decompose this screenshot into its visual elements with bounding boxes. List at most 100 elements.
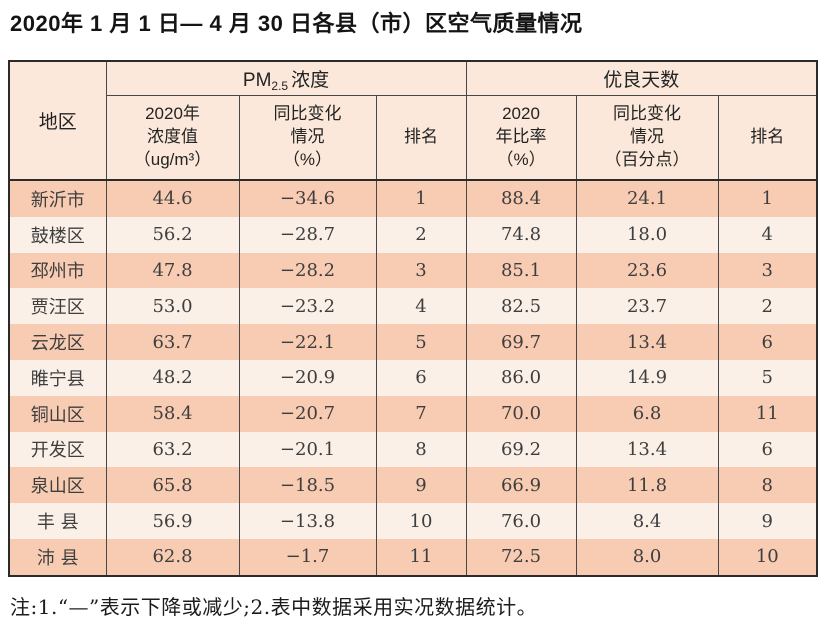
table-row: 云龙区 63.7 −22.1 5 69.7 13.4 6 <box>8 324 818 360</box>
column-header-pm-concentration: 2020年 浓度值 （ug/m³） <box>105 95 240 181</box>
cell-pm-value: 62.8 <box>105 538 240 576</box>
cell-pm-rank: 9 <box>375 467 467 504</box>
cell-pm-rank: 6 <box>375 359 467 396</box>
cell-pm-rank: 11 <box>375 538 467 576</box>
cell-pm-change: −13.8 <box>238 503 377 539</box>
table-row: 睢宁县 48.2 −20.9 6 86.0 14.9 5 <box>8 359 818 396</box>
cell-pm-change: −34.6 <box>238 180 377 217</box>
cell-pm-change: −18.5 <box>238 467 377 504</box>
pm-label: PM <box>242 69 272 91</box>
cell-good-days-ratio: 69.2 <box>465 431 577 468</box>
cell-pm-rank: 5 <box>375 324 467 360</box>
cell-region: 贾汪区 <box>8 288 107 325</box>
column-header-good-days-ratio: 2020 年比率 （%） <box>465 95 577 181</box>
cell-pm-change: −22.1 <box>238 324 377 360</box>
cell-pm-change: −23.2 <box>238 288 377 325</box>
cell-good-days-rank: 10 <box>717 538 818 576</box>
cell-good-days-ratio: 86.0 <box>465 359 577 396</box>
cell-region: 泉山区 <box>8 467 107 504</box>
table-row: 邳州市 47.8 −28.2 3 85.1 23.6 3 <box>8 252 818 289</box>
cell-ratio-change: 8.0 <box>575 538 719 576</box>
cell-pm-rank: 7 <box>375 395 467 432</box>
cell-ratio-change: 13.4 <box>575 324 719 360</box>
pm-subscript: 2.5 <box>271 78 289 93</box>
cell-pm-change: −1.7 <box>238 538 377 576</box>
cell-ratio-change: 13.4 <box>575 431 719 468</box>
column-header-region: 地区 <box>8 61 107 181</box>
column-header-pm-rank: 排名 <box>375 95 467 181</box>
cell-pm-value: 44.6 <box>105 180 240 217</box>
cell-good-days-rank: 8 <box>717 467 818 504</box>
cell-pm-value: 48.2 <box>105 359 240 396</box>
cell-good-days-ratio: 88.4 <box>465 180 577 217</box>
cell-good-days-ratio: 74.8 <box>465 216 577 253</box>
cell-region: 睢宁县 <box>8 359 107 396</box>
cell-region: 鼓楼区 <box>8 216 107 253</box>
page-title: 2020年 1 月 1 日— 4 月 30 日各县（市）区空气质量情况 <box>10 11 583 36</box>
cell-region: 邳州市 <box>8 252 107 289</box>
table-body: 新沂市 44.6 −34.6 1 88.4 24.1 1 鼓楼区 56.2 −28.7 2 74.8 1… <box>8 180 818 576</box>
cell-good-days-rank: 9 <box>717 503 818 539</box>
cell-good-days-rank: 6 <box>717 324 818 360</box>
cell-pm-change: −20.7 <box>238 395 377 432</box>
cell-good-days-rank: 5 <box>717 359 818 396</box>
group-header-pm25: PM2.5 浓度 <box>105 61 467 96</box>
cell-pm-change: −20.9 <box>238 359 377 396</box>
cell-pm-value: 65.8 <box>105 467 240 504</box>
table-row: 丰 县 56.9 −13.8 10 76.0 8.4 9 <box>8 503 818 539</box>
cell-ratio-change: 11.8 <box>575 467 719 504</box>
cell-pm-value: 56.9 <box>105 503 240 539</box>
cell-pm-value: 58.4 <box>105 395 240 432</box>
cell-ratio-change: 6.8 <box>575 395 719 432</box>
cell-region: 丰 县 <box>8 503 107 539</box>
column-header-good-days-rank: 排名 <box>717 95 818 181</box>
cell-pm-rank: 2 <box>375 216 467 253</box>
cell-ratio-change: 24.1 <box>575 180 719 217</box>
table-row: 鼓楼区 56.2 −28.7 2 74.8 18.0 4 <box>8 216 818 253</box>
cell-pm-change: −28.2 <box>238 252 377 289</box>
group-header-good-days: 优良天数 <box>465 61 818 96</box>
cell-ratio-change: 23.6 <box>575 252 719 289</box>
cell-pm-change: −28.7 <box>238 216 377 253</box>
cell-good-days-ratio: 66.9 <box>465 467 577 504</box>
table-row: 泉山区 65.8 −18.5 9 66.9 11.8 8 <box>8 467 818 504</box>
cell-good-days-ratio: 72.5 <box>465 538 577 576</box>
cell-good-days-ratio: 82.5 <box>465 288 577 325</box>
cell-good-days-ratio: 70.0 <box>465 395 577 432</box>
cell-ratio-change: 18.0 <box>575 216 719 253</box>
cell-region: 开发区 <box>8 431 107 468</box>
cell-pm-value: 53.0 <box>105 288 240 325</box>
table-row: 开发区 63.2 −20.1 8 69.2 13.4 6 <box>8 431 818 468</box>
table-header: 地区 PM2.5 浓度 优良天数 2020年 浓度值 （ug/m³） 同比变化 情… <box>8 61 818 181</box>
cell-pm-value: 47.8 <box>105 252 240 289</box>
column-header-pm-change: 同比变化 情况 （%） <box>238 95 377 181</box>
cell-good-days-rank: 6 <box>717 431 818 468</box>
table-row: 铜山区 58.4 −20.7 7 70.0 6.8 11 <box>8 395 818 432</box>
pm-group-suffix: 浓度 <box>291 69 330 91</box>
table-row: 贾汪区 53.0 −23.2 4 82.5 23.7 2 <box>8 288 818 325</box>
cell-good-days-ratio: 85.1 <box>465 252 577 289</box>
footnote: 注:1.“—”表示下降或减少;2.表中数据采用实况数据统计。 <box>10 594 538 619</box>
cell-pm-change: −20.1 <box>238 431 377 468</box>
sub-header-row: 2020年 浓度值 （ug/m³） 同比变化 情况 （%） 排名 2020 年比… <box>9 95 818 181</box>
cell-region: 沛 县 <box>8 538 107 576</box>
cell-region: 铜山区 <box>8 395 107 432</box>
cell-good-days-rank: 11 <box>717 395 818 432</box>
cell-region: 云龙区 <box>8 324 107 360</box>
group-header-row: 地区 PM2.5 浓度 优良天数 <box>8 61 818 181</box>
cell-good-days-rank: 2 <box>717 288 818 325</box>
air-quality-table: 地区 PM2.5 浓度 优良天数 2020年 浓度值 （ug/m³） 同比变化 情… <box>8 60 819 577</box>
table-row: 沛 县 62.8 −1.7 11 72.5 8.0 10 <box>8 538 818 576</box>
cell-pm-rank: 3 <box>375 252 467 289</box>
cell-good-days-rank: 1 <box>717 180 818 217</box>
cell-pm-value: 56.2 <box>105 216 240 253</box>
cell-pm-value: 63.7 <box>105 324 240 360</box>
cell-good-days-rank: 4 <box>717 216 818 253</box>
cell-pm-rank: 8 <box>375 431 467 468</box>
cell-pm-rank: 10 <box>375 503 467 539</box>
table-row: 新沂市 44.6 −34.6 1 88.4 24.1 1 <box>8 180 818 217</box>
cell-pm-value: 63.2 <box>105 431 240 468</box>
cell-good-days-ratio: 69.7 <box>465 324 577 360</box>
cell-good-days-ratio: 76.0 <box>465 503 577 539</box>
